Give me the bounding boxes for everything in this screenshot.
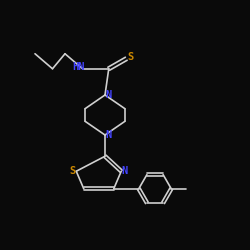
Text: N: N — [106, 90, 112, 100]
Text: S: S — [127, 52, 133, 62]
Text: N: N — [106, 130, 112, 140]
Text: N: N — [122, 166, 128, 175]
Text: HN: HN — [72, 62, 85, 72]
Text: S: S — [70, 166, 75, 175]
